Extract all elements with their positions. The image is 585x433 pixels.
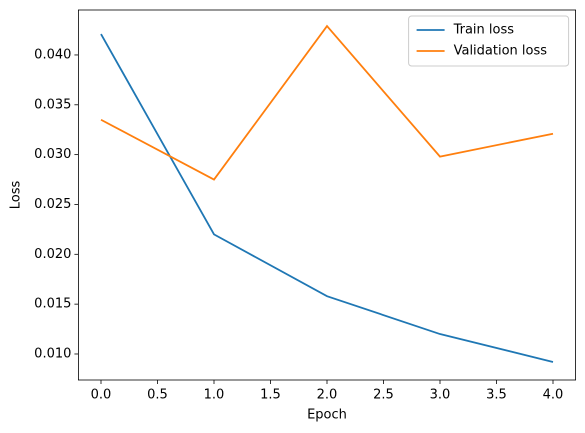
x-tick-label: 1.0 [204,388,225,403]
y-tick-label: 0.015 [34,297,71,312]
x-tick-label: 0.0 [91,388,112,403]
x-tick-label: 3.0 [430,388,451,403]
legend-box [408,15,570,67]
y-tick-label: 0.025 [34,197,71,212]
x-tick-label: 4.0 [543,388,564,403]
legend-label: Train loss [453,23,515,38]
y-axis-label: Loss [9,181,24,210]
line-series [100,33,554,363]
line-series [100,24,554,181]
y-tick-label: 0.040 [34,47,71,62]
x-tick-label: 1.5 [260,388,281,403]
x-tick-label: 2.5 [373,388,394,403]
x-tick-label: 3.5 [486,388,507,403]
y-tick-label: 0.020 [34,247,71,262]
x-axis-label: Epoch [307,408,347,423]
x-tick-label: 0.5 [147,388,168,403]
plot-frame [78,9,577,381]
legend-label: Validation loss [454,44,548,59]
y-tick-label: 0.030 [34,147,71,162]
y-tick-label: 0.035 [34,97,71,112]
x-tick-label: 2.0 [317,388,338,403]
y-tick-label: 0.010 [34,346,71,361]
